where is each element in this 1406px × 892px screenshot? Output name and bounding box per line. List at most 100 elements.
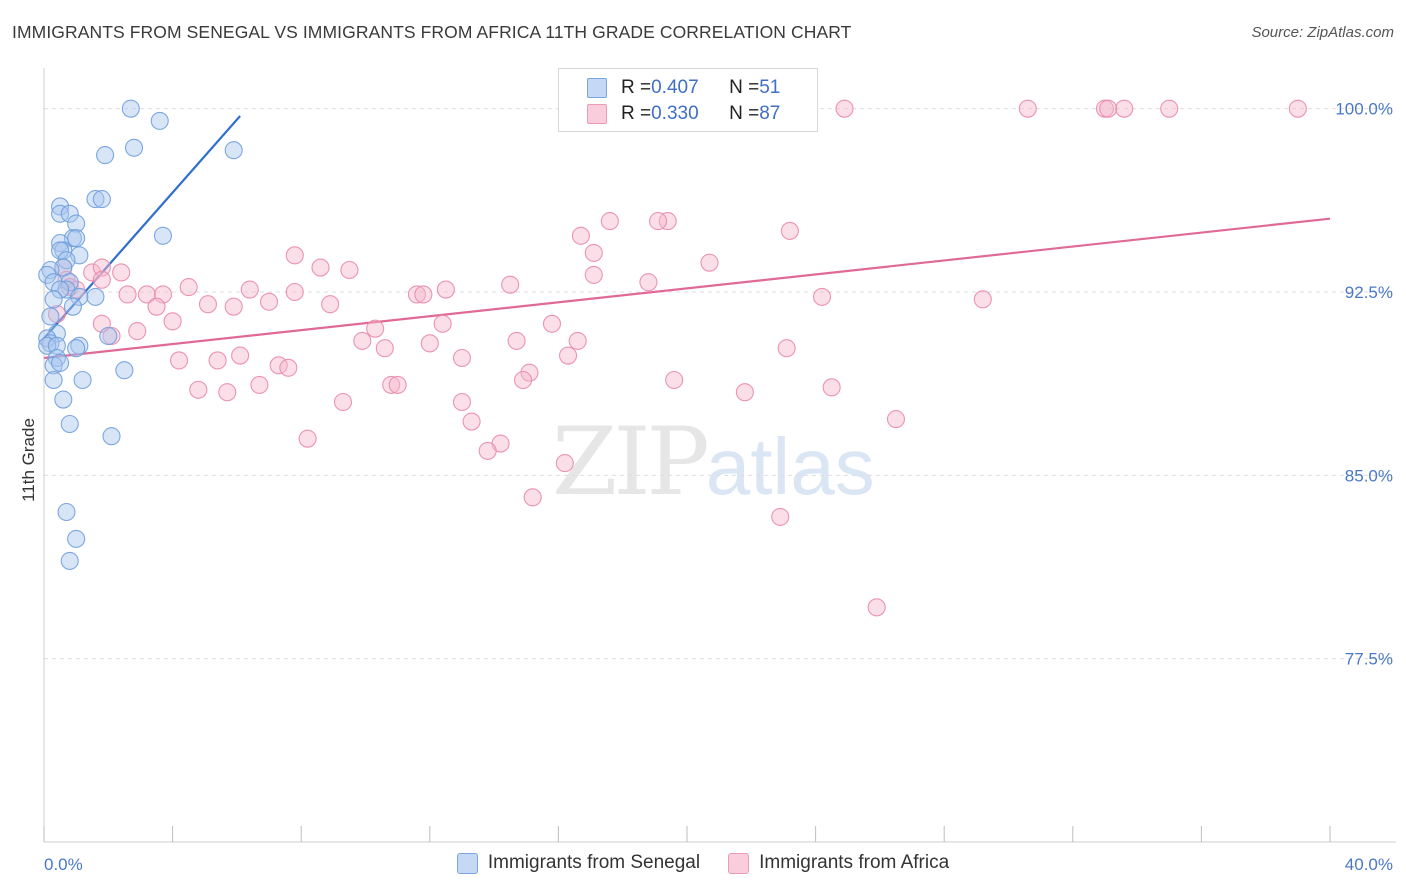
africa-point — [407, 285, 426, 304]
africa-point — [780, 221, 799, 240]
senegal-point — [124, 138, 144, 157]
legend-item-senegal[interactable]: Immigrants from Senegal — [456, 852, 701, 874]
africa-point — [649, 212, 668, 231]
africa-point — [118, 285, 137, 304]
legend-row-africa: R = 0.330 N = 87 — [559, 101, 780, 127]
africa-point — [700, 253, 719, 272]
africa-point — [558, 346, 578, 365]
senegal-point — [67, 529, 86, 548]
africa-point — [520, 363, 539, 382]
africa-point — [973, 290, 992, 309]
africa-point — [658, 212, 677, 231]
africa-point — [507, 331, 526, 350]
legend-r-value: 0.330 — [651, 103, 699, 124]
y-tick-label: 92.5% — [1345, 283, 1393, 302]
africa-legend-swatch — [728, 852, 750, 874]
senegal-point — [38, 329, 57, 348]
senegal-point — [153, 226, 173, 245]
senegal-point — [96, 146, 115, 165]
legend-item-africa[interactable]: Immigrants from Africa — [728, 852, 949, 874]
africa-point — [189, 380, 208, 399]
senegal-swatch — [587, 78, 607, 98]
senegal-point — [41, 307, 60, 326]
x-tick-label: 0.0% — [44, 855, 83, 874]
y-tick-label: 100.0% — [1335, 100, 1393, 119]
senegal-point — [44, 290, 63, 309]
watermark-zip: ZIP — [552, 408, 710, 517]
senegal-point — [54, 390, 73, 409]
africa-point — [333, 392, 353, 412]
africa-point — [584, 243, 603, 262]
senegal-point — [99, 326, 118, 346]
africa-point — [375, 339, 394, 358]
senegal-point — [51, 241, 70, 260]
africa-point — [163, 312, 182, 331]
africa-point — [777, 339, 796, 358]
senegal-point — [102, 427, 121, 446]
watermark-atlas: atlas — [705, 422, 875, 511]
africa-point — [420, 334, 439, 353]
y-tick-label: 77.5% — [1345, 650, 1393, 669]
x-tick-label: 40.0% — [1345, 855, 1393, 874]
senegal-point — [38, 265, 57, 284]
africa-point — [240, 280, 259, 299]
africa-point — [513, 370, 533, 390]
africa-point — [179, 278, 198, 297]
africa-point — [340, 260, 359, 280]
senegal-point — [73, 370, 92, 390]
y-tick-label: 85.0% — [1345, 466, 1393, 485]
africa-point — [83, 263, 102, 282]
africa-point — [311, 258, 330, 277]
africa-point — [353, 331, 372, 350]
africa-point — [1099, 99, 1118, 118]
y-axis-title: 11th Grade — [19, 418, 38, 502]
africa-point — [279, 358, 298, 377]
africa-point — [835, 99, 854, 118]
africa-point — [568, 331, 587, 350]
senegal-point — [51, 280, 70, 299]
africa-point — [501, 275, 520, 294]
africa-point — [436, 280, 455, 299]
legend-n-value: 51 — [759, 77, 781, 98]
africa-point — [600, 212, 619, 231]
africa-point — [169, 351, 189, 370]
senegal-trend-line — [43, 115, 241, 340]
senegal-point — [115, 361, 134, 380]
africa-point — [771, 507, 790, 526]
senegal-point — [86, 190, 105, 209]
africa-point — [1115, 99, 1134, 118]
africa-point — [523, 488, 542, 507]
legend-row-senegal: R = 0.407 N = 51 — [559, 75, 780, 101]
africa-point — [542, 314, 562, 333]
africa-point — [208, 351, 227, 370]
senegal-point — [121, 99, 140, 118]
senegal-point — [60, 551, 79, 570]
africa-point — [735, 383, 754, 402]
tick-labels: 77.5% 85.0% 92.5% 100.0% 0.0% 40.0% — [44, 100, 1393, 874]
senegal-point — [150, 111, 169, 130]
africa-point — [285, 246, 304, 265]
africa-point — [1288, 99, 1307, 118]
africa-point — [452, 348, 472, 368]
senegal-point — [70, 287, 89, 306]
africa-point — [224, 297, 243, 316]
senegal-point — [67, 229, 86, 248]
senegal-point — [57, 502, 76, 522]
chart-title: IMMIGRANTS FROM SENEGAL VS IMMIGRANTS FR… — [12, 22, 852, 42]
africa-point — [250, 375, 269, 394]
senegal-point — [67, 339, 86, 358]
senegal-point — [63, 297, 82, 316]
legend-r-label: R = — [621, 77, 652, 98]
africa-point — [571, 226, 590, 245]
trend-lines — [43, 115, 1331, 360]
africa-points — [47, 99, 1307, 617]
africa-point — [822, 378, 841, 397]
senegal-points — [38, 99, 243, 570]
africa-point — [198, 295, 218, 314]
africa-point — [414, 285, 433, 304]
africa-point — [886, 410, 906, 429]
legend-label-senegal: Immigrants from Senegal — [487, 852, 701, 873]
stats-legend: R = 0.407 N = 51 R = 0.330 N = 87 — [558, 68, 818, 132]
senegal-point — [51, 353, 70, 372]
senegal-point — [38, 336, 57, 355]
